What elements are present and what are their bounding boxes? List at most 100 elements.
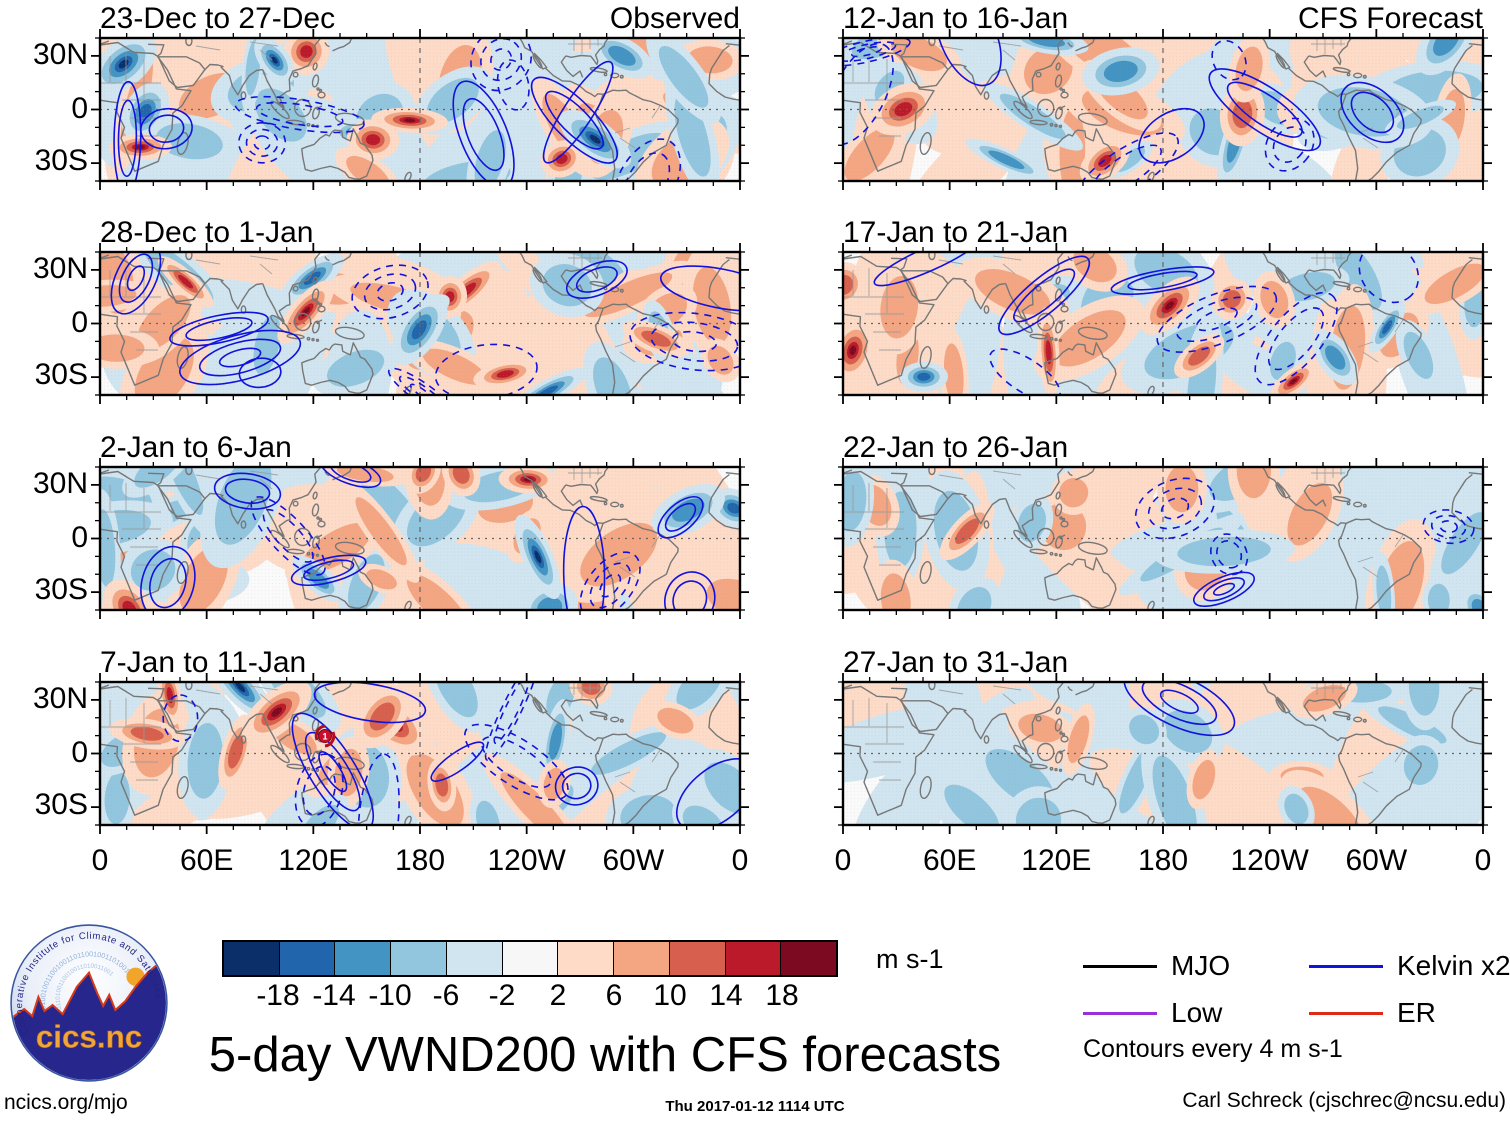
column-header: CFS Forecast xyxy=(1297,2,1483,35)
legend-label: Kelvin x2 xyxy=(1397,950,1510,981)
panel-date-range: 22-Jan to 26-Jan xyxy=(843,431,1069,464)
panel-date-range: 27-Jan to 31-Jan xyxy=(843,646,1069,679)
lon-label: 60W xyxy=(602,844,665,877)
footer-timestamp: Thu 2017-01-12 1114 UTC xyxy=(665,1098,845,1115)
lon-label: 120E xyxy=(278,844,349,877)
lon-label: 120W xyxy=(1230,844,1309,877)
colorbar-cell xyxy=(335,942,392,975)
colorbar-cell xyxy=(502,942,559,975)
lon-label: 0 xyxy=(91,844,109,877)
legend-label: ER xyxy=(1397,997,1436,1028)
panel-title-row: 23-Dec to 27-Dec Observed xyxy=(100,1,740,37)
legend-item-kelvin-x2: Kelvin x2 xyxy=(1309,950,1510,982)
colorbar-cell xyxy=(781,942,837,975)
legend-line-swatch xyxy=(1309,964,1383,968)
map-panel-fcst-3 xyxy=(834,458,1492,619)
colorbar-cell xyxy=(558,942,615,975)
colorbar-cell xyxy=(725,942,782,975)
colorbar-tick-label: 2 xyxy=(549,979,567,1012)
panel-title-row: 17-Jan to 21-Jan xyxy=(843,215,1483,251)
colorbar-cell xyxy=(446,942,503,975)
panel-title-row: 22-Jan to 26-Jan xyxy=(843,430,1483,466)
lat-label: 0 xyxy=(71,91,88,125)
legend-label: MJO xyxy=(1171,950,1231,981)
panel-frame xyxy=(98,36,742,183)
footer-credit: Carl Schreck (cjschrec@ncsu.edu) xyxy=(1182,1089,1506,1112)
colorbar-cell xyxy=(224,942,280,975)
panel-title-row: 27-Jan to 31-Jan xyxy=(843,645,1483,681)
panel-frame xyxy=(98,250,742,397)
main-title: 5-day VWND200 with CFS forecasts xyxy=(208,1028,1002,1082)
tropical-cyclone-marker: 1 xyxy=(314,724,336,748)
map-panel-fcst-2 xyxy=(834,243,1492,404)
colorbar-tick-label: 10 xyxy=(653,979,687,1012)
colorbar-units-label: m s-1 xyxy=(876,944,944,974)
legend-note: Contours every 4 m s-1 xyxy=(1083,1035,1343,1063)
logo-wordmark: cics.nc xyxy=(36,1020,142,1055)
colorbar-cell xyxy=(391,942,447,975)
lat-label: 30N xyxy=(32,467,88,500)
coastlines xyxy=(843,38,1483,181)
lon-label: 0 xyxy=(1474,844,1492,877)
logo-ridge-line xyxy=(12,961,161,1021)
lat-label: 30N xyxy=(32,38,88,71)
coastlines xyxy=(843,682,1483,825)
colorbar-tick-label: -10 xyxy=(368,979,412,1012)
legend-line-swatch xyxy=(1083,1011,1157,1015)
lon-label: 60W xyxy=(1345,844,1408,877)
panel-frame xyxy=(841,465,1485,612)
lon-label: 180 xyxy=(394,844,446,877)
map-panel-obs-3 xyxy=(91,458,749,619)
lon-label: 60E xyxy=(922,844,977,877)
legend-item-mjo: MJO xyxy=(1083,950,1309,982)
panel-date-range: 2-Jan to 6-Jan xyxy=(100,431,292,464)
lon-label: 120E xyxy=(1021,844,1092,877)
lon-label: 120W xyxy=(487,844,566,877)
lat-label: 30S xyxy=(34,143,88,177)
colorbar-cell xyxy=(279,942,336,975)
lon-label: 0 xyxy=(834,844,852,877)
colorbar-tick-label: 18 xyxy=(765,979,799,1012)
lon-label: 180 xyxy=(1137,844,1189,877)
colorbar-tick-label: 6 xyxy=(605,979,623,1012)
contour-legend: MJO Kelvin x2 Low ER Contours every 4 m s-1 xyxy=(1083,950,1510,1064)
footer-site-url: ncics.org/mjo xyxy=(4,1091,128,1114)
coastlines xyxy=(100,682,740,825)
coastlines xyxy=(100,467,740,610)
map-panel-obs-1 xyxy=(91,29,749,190)
panel-frame xyxy=(98,680,742,827)
lat-label: 0 xyxy=(71,735,88,769)
colorbar-tick-label: 14 xyxy=(709,979,743,1012)
legend-item-er: ER xyxy=(1309,997,1510,1029)
panel-frame xyxy=(98,465,742,612)
legend-item-low: Low xyxy=(1083,997,1309,1029)
panel-date-range: 12-Jan to 16-Jan xyxy=(843,2,1069,35)
svg-text:1: 1 xyxy=(322,732,327,742)
panel-date-range: 17-Jan to 21-Jan xyxy=(843,216,1069,249)
panel-title-row: 7-Jan to 11-Jan xyxy=(100,645,740,681)
lon-label: 60E xyxy=(179,844,234,877)
legend-label: Low xyxy=(1171,997,1223,1028)
panel-title-row: 12-Jan to 16-Jan CFS Forecast xyxy=(843,1,1483,37)
colorbar-tick-label: -14 xyxy=(312,979,356,1012)
lat-label: 30S xyxy=(34,787,88,821)
map-panel-fcst-4 xyxy=(834,673,1492,834)
lat-label: 30S xyxy=(34,572,88,606)
lon-label: 0 xyxy=(731,844,749,877)
column-header: Observed xyxy=(609,2,740,35)
colorbar-tick-label: -18 xyxy=(256,979,300,1012)
map-panel-fcst-1 xyxy=(834,29,1492,190)
coastlines xyxy=(843,467,1483,610)
map-panel-obs-2 xyxy=(91,243,749,404)
panel-frame xyxy=(841,250,1485,397)
panel-frame xyxy=(841,36,1485,183)
legend-line-swatch xyxy=(1083,964,1157,968)
panel-date-range: 23-Dec to 27-Dec xyxy=(100,2,336,35)
colorbar-tick-label: -6 xyxy=(432,979,460,1012)
lat-label: 0 xyxy=(71,520,88,554)
logo-mountains xyxy=(12,962,166,1080)
lat-label: 30N xyxy=(32,252,88,285)
colorbar-tick-label: -2 xyxy=(488,979,516,1012)
panel-date-range: 7-Jan to 11-Jan xyxy=(100,646,307,679)
